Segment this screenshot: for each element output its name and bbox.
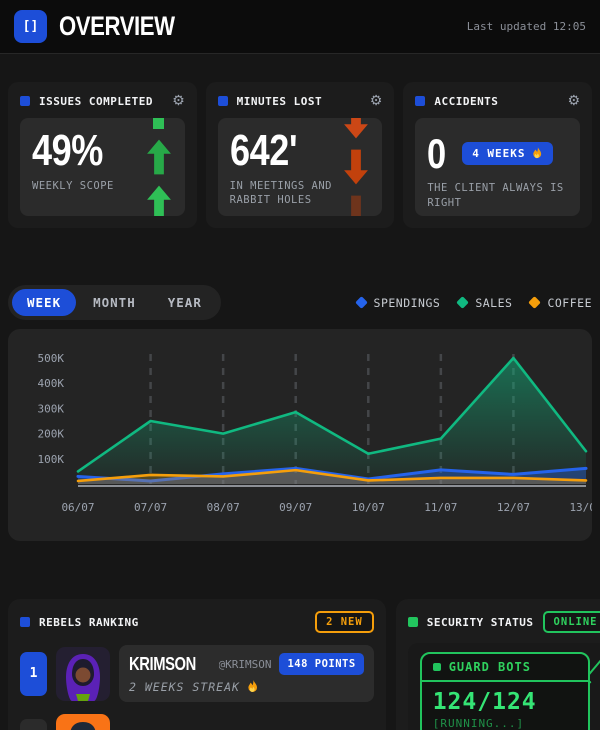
tab-week[interactable]: WEEK (12, 289, 77, 316)
svg-text:09/07: 09/07 (279, 501, 312, 514)
card-bullet-icon (20, 96, 30, 106)
guard-bullet-icon (432, 663, 441, 671)
card-bullet-icon (217, 96, 228, 106)
streak-line: 2 WEEKS STREAK (129, 680, 364, 694)
security-panel: GUARD BOTS 124/124 [RUNNING...] (407, 643, 600, 730)
card-title: SECURITY STATUS (426, 615, 534, 629)
svg-text:10/07: 10/07 (352, 501, 385, 514)
card-title: ACCIDENTS (434, 94, 499, 108)
weeks-streak-badge: 4 WEEKS (462, 142, 553, 166)
trend-up-icons (141, 118, 177, 216)
accidents-value: 0 (427, 130, 447, 177)
bottom-row: REBELS RANKING 2 NEW 1 KRIMSON @KRIMSON … (8, 599, 600, 730)
sales-diamond-icon (456, 296, 470, 309)
svg-text:11/07: 11/07 (424, 501, 457, 514)
ranking-row-content: MATI @MATI 129 POINTS (119, 722, 374, 730)
rank-badge: 1 (20, 651, 47, 696)
card-minutes-lost: MINUTES LOST ⚙ 642' IN MEETINGS AND RABB… (205, 82, 395, 228)
guard-bots-count: 124/124 (432, 689, 537, 715)
streak-label: 2 WEEKS STREAK (129, 680, 240, 694)
online-badge: ONLINE (542, 611, 600, 633)
minutes-panel: 642' IN MEETINGS AND RABBIT HOLES (217, 118, 383, 216)
svg-text:200K: 200K (38, 428, 65, 441)
legend-item-sales[interactable]: SALES (456, 295, 513, 310)
chart-card: 100K 200K 300K 400K 500K 06/07 07/07 08/07 09/07… (8, 329, 592, 541)
avatar (56, 646, 110, 701)
minutes-value: 642' (229, 126, 298, 175)
card-issues-completed: ISSUES COMPLETED ⚙ 49% WEEKLY SCOPE (8, 82, 197, 228)
card-bullet-icon (20, 617, 30, 627)
issues-subtitle: WEEKLY SCOPE (32, 179, 114, 192)
minutes-subtitle: IN MEETINGS AND RABBIT HOLES (229, 179, 332, 207)
stat-cards-row: ISSUES COMPLETED ⚙ 49% WEEKLY SCOPE MINU… (8, 82, 592, 228)
guard-bots-status: [RUNNING...] (432, 717, 525, 730)
svg-text:07/07: 07/07 (134, 501, 167, 514)
fire-icon (248, 680, 257, 692)
range-tabs: WEEK MONTH YEAR (8, 285, 221, 320)
card-title: REBELS RANKING (39, 615, 139, 629)
fire-icon (532, 147, 541, 159)
top-bar: [] OVERVIEW Last updated 12:05 (0, 0, 600, 54)
coffee-diamond-icon (528, 296, 542, 309)
app-logo: [] (14, 10, 47, 43)
guard-bots-title: GUARD BOTS (448, 660, 531, 674)
tab-month[interactable]: MONTH (78, 289, 151, 316)
gear-icon[interactable]: ⚙ (369, 93, 383, 109)
svg-text:13/07: 13/07 (569, 501, 592, 514)
area-chart-canvas: 100K 200K 300K 400K 500K 06/07 07/07 08/07 09/07… (8, 329, 593, 541)
legend-item-spendings[interactable]: SPENDINGS (354, 295, 441, 310)
arrow-up-icon (146, 139, 171, 175)
chart-controls: WEEK MONTH YEAR SPENDINGS SALES COFFEE (8, 285, 592, 320)
svg-text:400K: 400K (38, 377, 65, 390)
user-name: KRIMSON (129, 653, 196, 674)
gear-icon[interactable]: ⚙ (567, 93, 580, 109)
issues-panel: 49% WEEKLY SCOPE (20, 118, 185, 216)
legend-label: COFFEE (547, 295, 592, 310)
svg-text:100K: 100K (38, 453, 65, 466)
card-title: ISSUES COMPLETED (39, 94, 153, 108)
avatar (56, 714, 110, 730)
user-handle: @KRIMSON (218, 657, 272, 671)
rank-badge: 2 (20, 719, 47, 730)
tab-year[interactable]: YEAR (153, 289, 217, 316)
new-count-badge: 2 NEW (315, 611, 374, 633)
trend-down-icons (338, 118, 374, 216)
card-bullet-icon (415, 96, 426, 106)
card-bullet-icon (407, 617, 418, 627)
ranking-row-content: KRIMSON @KRIMSON 148 POINTS 2 WEEKS STRE… (119, 645, 374, 702)
svg-text:12/07: 12/07 (497, 501, 530, 514)
issues-value: 49% (32, 126, 103, 175)
svg-text:300K: 300K (38, 402, 65, 415)
accidents-panel: 0 4 WEEKS THE CLIENT ALWAYS IS RIGHT (415, 118, 580, 216)
arrow-down-icon (344, 118, 369, 139)
legend-label: SALES (475, 295, 513, 310)
card-title: MINUTES LOST (236, 94, 323, 108)
ranking-row-2[interactable]: 2 MATI @MATI 129 POINTS (20, 714, 374, 730)
spendings-diamond-icon (354, 296, 368, 309)
brand: [] OVERVIEW (14, 10, 200, 43)
ranking-row-1[interactable]: 1 KRIMSON @KRIMSON 148 POINTS 2 WEEKS ST… (20, 645, 374, 702)
legend-label: SPENDINGS (373, 295, 441, 310)
security-status-card: SECURITY STATUS ONLINE GUARD BOTS 124/12… (395, 599, 600, 730)
rebels-ranking-card: REBELS RANKING 2 NEW 1 KRIMSON @KRIMSON … (8, 599, 386, 730)
points-badge: 148 POINTS (279, 653, 364, 675)
chart-legend: SPENDINGS SALES COFFEE (354, 295, 592, 310)
arrow-up-icon (146, 185, 171, 216)
card-accidents: ACCIDENTS ⚙ 0 4 WEEKS THE CLIENT ALWAYS … (403, 82, 592, 228)
arrow-down-icon (351, 195, 362, 216)
accidents-subtitle: THE CLIENT ALWAYS IS RIGHT (427, 181, 564, 209)
arrow-down-icon (344, 149, 369, 185)
svg-text:08/07: 08/07 (207, 501, 240, 514)
legend-item-coffee[interactable]: COFFEE (528, 295, 592, 310)
weeks-streak-label: 4 WEEKS (472, 147, 526, 161)
svg-text:06/07: 06/07 (61, 501, 94, 514)
svg-text:500K: 500K (38, 352, 65, 365)
guard-bots-box: GUARD BOTS 124/124 [RUNNING...] (419, 652, 590, 730)
last-updated-label: Last updated 12:05 (466, 20, 586, 33)
gear-icon[interactable]: ⚙ (172, 93, 185, 109)
up-bar-icon (153, 118, 165, 129)
page-title: OVERVIEW (59, 11, 175, 41)
logo-glyph: [] (22, 19, 39, 34)
